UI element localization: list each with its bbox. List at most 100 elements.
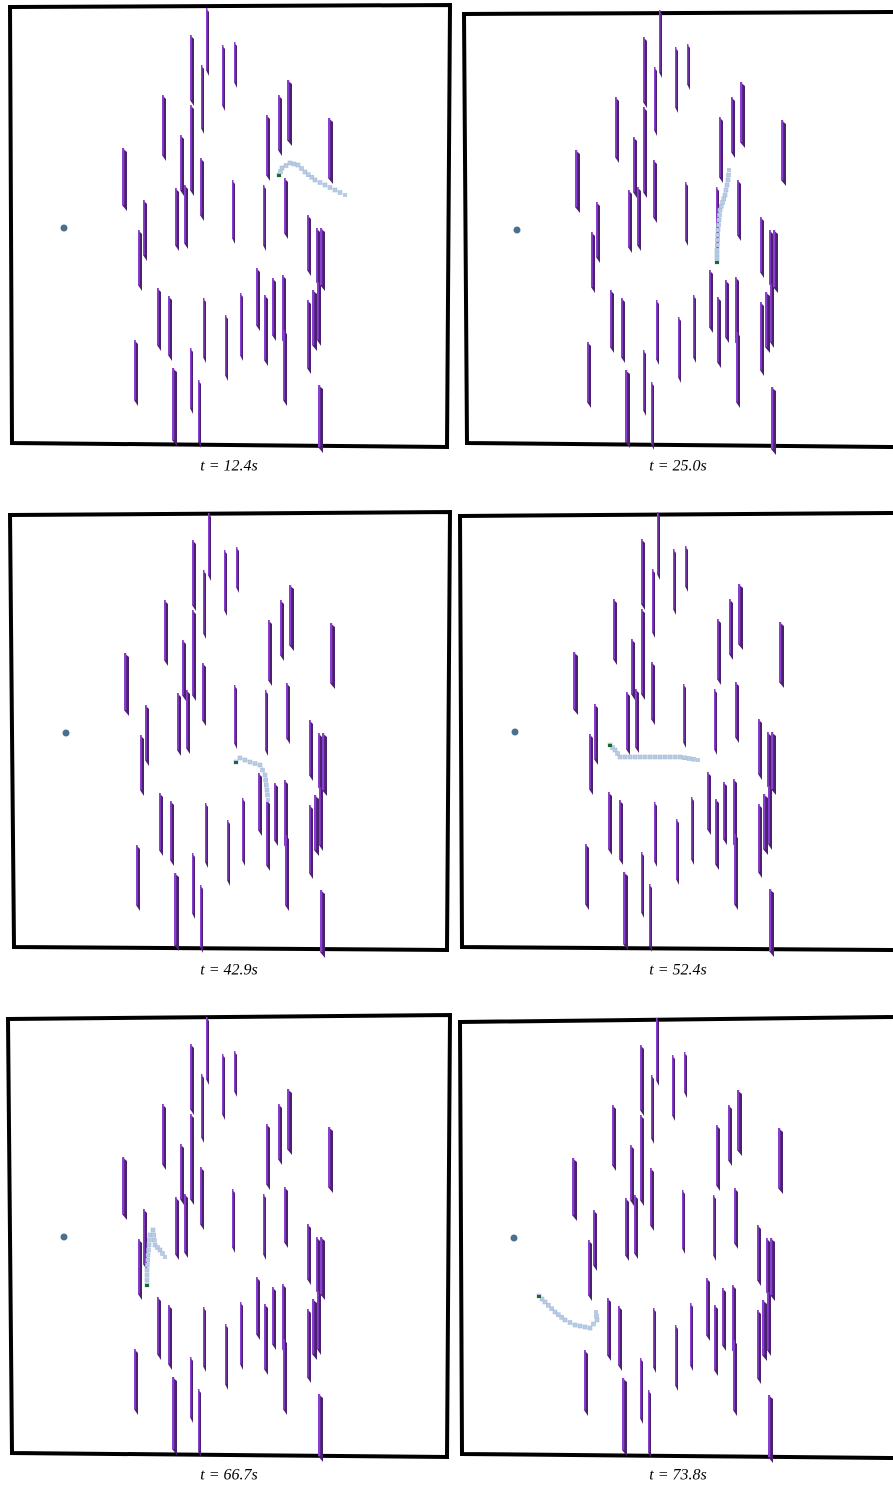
pillar-face	[738, 584, 740, 644]
trail-cell	[284, 164, 288, 168]
trail-cell	[573, 1323, 577, 1327]
trail-cell	[264, 778, 268, 782]
pillar-face	[234, 685, 236, 743]
pillar-face	[630, 1145, 632, 1200]
pillar-face	[613, 599, 615, 659]
trail-cell	[145, 1268, 149, 1272]
pillar-face	[312, 290, 314, 345]
pillar-face	[236, 547, 238, 587]
pillar-face	[203, 298, 205, 357]
pillar-face	[622, 1378, 624, 1450]
pillar-face	[587, 342, 589, 402]
trail-cell	[716, 238, 720, 242]
pillar-face	[641, 539, 643, 604]
pillar-face	[771, 387, 773, 449]
pillar-face	[714, 1305, 716, 1370]
pillar-face	[175, 188, 177, 245]
pillar-face	[225, 1324, 227, 1384]
pillar-face	[287, 1089, 289, 1149]
pillar-face	[758, 719, 760, 774]
pillar-face	[201, 65, 203, 128]
pillar-face	[317, 1291, 319, 1349]
pillar-face	[781, 120, 783, 180]
trail-cell	[715, 248, 719, 252]
pillar-face	[678, 317, 680, 377]
trail-cell	[151, 1228, 155, 1232]
trail-cell	[163, 1255, 167, 1259]
pillar-face	[631, 639, 633, 694]
pillar-face	[184, 185, 186, 243]
pillar-face	[633, 137, 635, 192]
pillar-face	[266, 800, 268, 865]
pillar-face	[693, 295, 695, 357]
trail-cell	[727, 168, 731, 172]
pillar-face	[625, 370, 627, 442]
pillar-face	[656, 1018, 658, 1080]
pillar-face	[309, 720, 311, 775]
figure: t = 12.4s t = 25.0s t = 42.9s t = 52.4s …	[0, 0, 893, 1490]
pillar-face	[138, 1239, 140, 1294]
pillar-face	[779, 622, 781, 682]
pillar-face	[769, 230, 771, 284]
trail-cell	[723, 193, 727, 197]
trail-cell	[692, 757, 696, 761]
pillar-face	[728, 1105, 730, 1160]
pillar-face	[122, 1157, 124, 1214]
pillar-face	[227, 820, 229, 880]
page: t = 12.4s t = 25.0s t = 42.9s t = 52.4s …	[0, 0, 893, 1490]
caption: t = 12.4s	[200, 458, 257, 475]
pillar-face	[285, 835, 287, 905]
pillar-face	[735, 682, 737, 737]
pillar-face	[175, 1197, 177, 1254]
pillar-face	[619, 800, 621, 859]
trail-cell	[152, 1238, 156, 1242]
pillar-face	[762, 1300, 764, 1355]
pillar-face	[737, 180, 739, 235]
trail-cell	[248, 760, 252, 764]
trail-cell	[633, 755, 637, 759]
pillar-face	[177, 693, 179, 750]
pillar-face	[318, 733, 320, 787]
pillar-face	[143, 1209, 145, 1264]
scene	[63, 513, 336, 958]
trail-cell	[243, 758, 247, 762]
trail-cell	[722, 197, 726, 201]
pillar-face	[653, 160, 655, 217]
pillar-face	[623, 872, 625, 944]
pillar-face	[673, 549, 675, 609]
trail-cell	[333, 188, 337, 192]
pillar-face	[224, 550, 226, 610]
pillar-face	[206, 8, 208, 70]
trail-cell	[718, 208, 722, 212]
pillar-face	[225, 315, 227, 375]
pillar-face	[641, 852, 643, 912]
pillar-face	[328, 1127, 330, 1187]
pillar-face	[657, 512, 659, 574]
pillar-face	[258, 773, 260, 830]
pillar-face	[180, 135, 182, 190]
scene	[61, 8, 348, 453]
pillar-face	[172, 1377, 174, 1449]
trail-cell	[721, 201, 725, 205]
pillar-face	[198, 380, 200, 442]
trail-cell	[323, 183, 327, 187]
pillar-face	[124, 653, 126, 710]
pillar-face	[274, 783, 276, 840]
pillar-face	[122, 148, 124, 205]
trail-cell	[261, 768, 265, 772]
pillar-face	[585, 844, 587, 904]
trail-cell	[146, 1253, 150, 1257]
pillar-face	[316, 228, 318, 282]
pillar-face	[717, 619, 719, 679]
pillar-face	[286, 683, 288, 738]
trail-cell	[258, 763, 262, 767]
pillar-face	[768, 1395, 770, 1457]
pillar-face	[320, 1237, 322, 1294]
trail-cell	[726, 178, 730, 182]
trail-cell	[588, 1326, 592, 1330]
pillar-face	[652, 569, 654, 632]
pillar-face	[202, 663, 204, 720]
pillar-face	[284, 1187, 286, 1242]
pillar-face	[651, 662, 653, 719]
pillar-face	[266, 1124, 268, 1184]
